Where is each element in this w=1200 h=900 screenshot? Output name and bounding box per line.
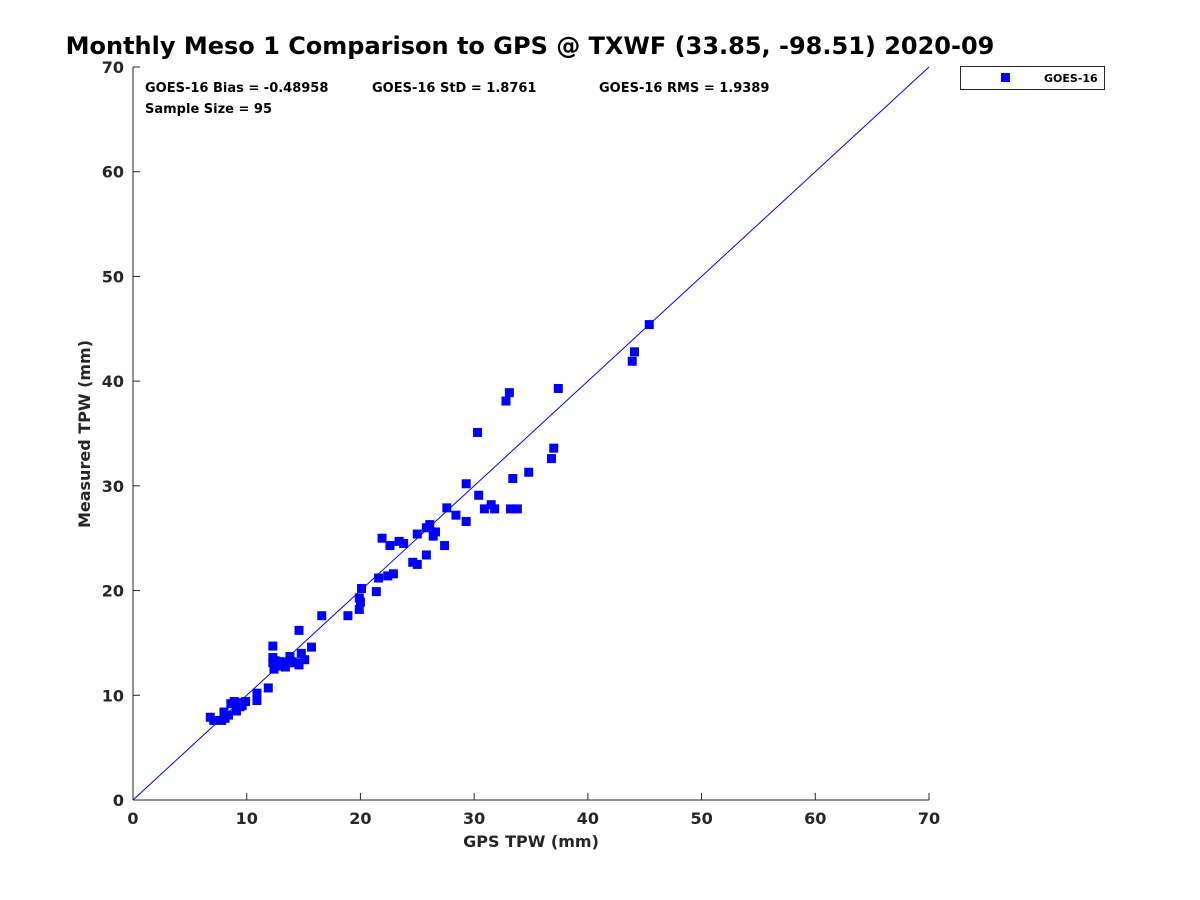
x-tick-label: 30: [463, 809, 485, 828]
data-point: [372, 587, 381, 596]
data-point: [295, 626, 304, 635]
y-tick-label: 60: [102, 163, 124, 182]
x-tick-label: 70: [918, 809, 940, 828]
chart-title: Monthly Meso 1 Comparison to GPS @ TXWF …: [66, 32, 995, 60]
data-point: [473, 428, 482, 437]
one-to-one-line: [133, 67, 929, 800]
data-point: [413, 530, 422, 539]
data-point: [374, 574, 383, 583]
legend-label: GOES-16: [1044, 72, 1098, 85]
data-point: [549, 444, 558, 453]
y-axis-label: Measured TPW (mm): [75, 340, 94, 528]
data-point: [505, 388, 514, 397]
stats-annotation: GOES-16 Bias = -0.48958 GOES-16 StD = 1.…: [145, 81, 769, 117]
data-point: [431, 527, 440, 536]
data-point: [462, 517, 471, 526]
sample-size-stat: Sample Size = 95: [145, 102, 272, 117]
data-point: [300, 655, 309, 664]
data-point: [307, 643, 316, 652]
data-point: [378, 534, 387, 543]
x-tick-label: 10: [236, 809, 258, 828]
data-point: [422, 550, 431, 559]
scatter-chart: Monthly Meso 1 Comparison to GPS @ TXWF …: [0, 0, 1200, 900]
data-point: [385, 541, 394, 550]
data-point: [628, 357, 637, 366]
bias-stat: GOES-16 Bias = -0.48958: [145, 81, 328, 96]
y-tick-label: 20: [102, 582, 124, 601]
data-point: [442, 503, 451, 512]
x-tick-label: 60: [804, 809, 826, 828]
y-axis-ticks: 0 10 20 30 40 50 60 70: [102, 58, 140, 810]
data-point: [356, 598, 365, 607]
data-point: [264, 683, 273, 692]
data-point: [413, 560, 422, 569]
data-point: [554, 384, 563, 393]
y-tick-label: 30: [102, 477, 124, 496]
y-tick-label: 10: [102, 686, 124, 705]
data-points: [206, 320, 654, 725]
x-tick-label: 50: [690, 809, 712, 828]
data-point: [630, 347, 639, 356]
data-point: [224, 711, 233, 720]
data-point: [252, 689, 261, 698]
data-point: [268, 642, 277, 651]
data-point: [451, 511, 460, 520]
x-tick-label: 0: [127, 809, 138, 828]
legend: GOES-16: [961, 67, 1105, 90]
data-point: [357, 584, 366, 593]
y-tick-label: 0: [113, 791, 124, 810]
data-point: [209, 716, 218, 725]
data-point: [508, 474, 517, 483]
rms-stat: GOES-16 RMS = 1.9389: [599, 81, 769, 96]
data-point: [474, 491, 483, 500]
data-point: [343, 611, 352, 620]
x-axis-ticks: 0 10 20 30 40 50 60 70: [127, 793, 940, 828]
y-tick-label: 70: [102, 58, 124, 77]
data-point: [399, 539, 408, 548]
x-tick-label: 40: [577, 809, 599, 828]
data-point: [241, 697, 250, 706]
data-point: [645, 320, 654, 329]
y-tick-label: 50: [102, 267, 124, 286]
y-tick-label: 40: [102, 372, 124, 391]
data-point: [389, 569, 398, 578]
legend-marker-square: [1001, 73, 1010, 82]
std-stat: GOES-16 StD = 1.8761: [372, 81, 536, 96]
data-point: [462, 479, 471, 488]
data-point: [501, 397, 510, 406]
data-point: [513, 504, 522, 513]
data-point: [547, 454, 556, 463]
data-point: [524, 468, 533, 477]
one-to-one-line-group: [133, 67, 929, 800]
data-point: [490, 504, 499, 513]
data-point: [440, 541, 449, 550]
data-point: [317, 611, 326, 620]
x-axis-label: GPS TPW (mm): [463, 832, 599, 851]
x-tick-label: 20: [349, 809, 371, 828]
